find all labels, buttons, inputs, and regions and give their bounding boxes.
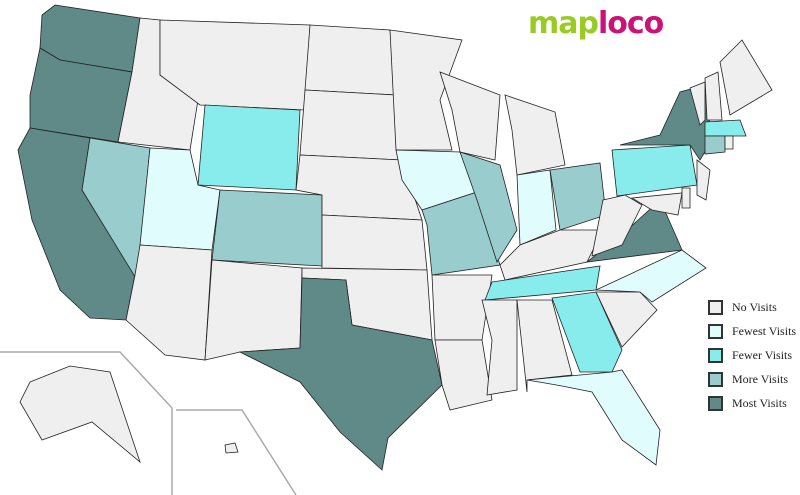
- legend-label: No Visits: [732, 299, 777, 314]
- state-wi[interactable]: [439, 71, 501, 161]
- state-ri[interactable]: [724, 135, 734, 150]
- state-il[interactable]: [459, 151, 518, 263]
- state-wv[interactable]: [591, 194, 643, 257]
- state-ct[interactable]: [704, 135, 726, 155]
- state-oh[interactable]: [549, 162, 607, 231]
- state-sc[interactable]: [595, 291, 658, 348]
- state-me[interactable]: [719, 39, 773, 116]
- state-ak[interactable]: [19, 365, 141, 464]
- state-mi[interactable]: [504, 94, 566, 176]
- legend-item-fewer: Fewer Visits: [708, 343, 796, 367]
- legend: No Visits Fewest Visits Fewer Visits More V…: [708, 295, 796, 415]
- legend-swatch: [708, 299, 723, 315]
- legend-item-most: Most Visits: [708, 391, 796, 415]
- state-ms[interactable]: [481, 299, 518, 396]
- state-tx[interactable]: [238, 277, 443, 471]
- state-nj[interactable]: [696, 159, 711, 201]
- state-nm[interactable]: [204, 259, 303, 361]
- state-nd[interactable]: [304, 24, 397, 96]
- state-ga[interactable]: [551, 291, 623, 373]
- legend-label: Fewest Visits: [732, 323, 797, 338]
- state-sd[interactable]: [299, 89, 403, 161]
- state-ar[interactable]: [431, 274, 493, 341]
- legend-swatch: [708, 323, 723, 339]
- legend-swatch: [708, 395, 723, 411]
- state-hi[interactable]: [224, 442, 239, 454]
- legend-swatch: [708, 347, 723, 363]
- state-ma[interactable]: [704, 119, 747, 137]
- state-de[interactable]: [681, 187, 691, 209]
- state-nh[interactable]: [704, 71, 723, 121]
- legend-item-none: No Visits: [708, 295, 796, 319]
- legend-label: More Visits: [732, 371, 789, 386]
- legend-item-more: More Visits: [708, 367, 796, 391]
- legend-label: Fewer Visits: [732, 347, 793, 362]
- alaska-inset-border: [0, 351, 173, 495]
- maploco-logo: maploco: [528, 6, 664, 41]
- state-fl[interactable]: [526, 369, 661, 466]
- state-la[interactable]: [434, 339, 493, 411]
- state-in[interactable]: [516, 169, 557, 246]
- state-wy[interactable]: [197, 104, 301, 191]
- state-mo[interactable]: [421, 191, 501, 276]
- state-co[interactable]: [211, 189, 323, 267]
- state-ks[interactable]: [321, 214, 428, 271]
- state-mn[interactable]: [389, 29, 463, 151]
- legend-item-fewest: Fewest Visits: [708, 319, 796, 343]
- state-vt[interactable]: [689, 81, 706, 126]
- state-az[interactable]: [125, 244, 213, 361]
- legend-label: Most Visits: [732, 395, 787, 410]
- state-md[interactable]: [630, 192, 683, 216]
- legend-swatch: [708, 371, 723, 387]
- hawaii-inset-border: [176, 409, 297, 495]
- state-nc[interactable]: [595, 249, 707, 303]
